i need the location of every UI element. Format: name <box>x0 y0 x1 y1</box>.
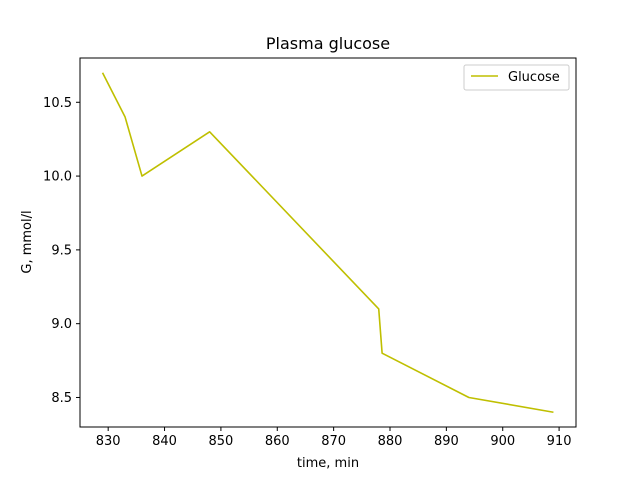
series-layer <box>101 72 554 414</box>
x-tick-label: 880 <box>378 434 403 449</box>
y-tick-label: 10.0 <box>43 170 72 185</box>
legend-label-glucose: Glucose <box>508 70 560 85</box>
x-axis-ticks: 830 840 850 860 870 880 890 900 910 <box>96 427 572 449</box>
x-tick-label: 830 <box>96 434 121 449</box>
plot-area <box>79 57 577 428</box>
y-tick-label: 9.0 <box>51 317 72 332</box>
x-tick-label: 850 <box>208 434 233 449</box>
x-axis-label: time, min <box>297 456 359 471</box>
axes-frame <box>79 57 577 428</box>
y-axis-ticks: 8.5 9.0 9.5 10.0 10.5 <box>43 96 80 406</box>
y-tick-label: 8.5 <box>51 391 72 406</box>
y-axis-label: G, mmol/l <box>20 210 35 273</box>
y-tick-label: 9.5 <box>51 243 72 258</box>
legend-box <box>463 64 570 91</box>
x-tick-label: 900 <box>490 434 515 449</box>
series-line-glucose <box>101 72 554 414</box>
chart-title: Plasma glucose <box>266 34 390 53</box>
x-tick-label: 840 <box>152 434 177 449</box>
x-tick-label: 860 <box>265 434 290 449</box>
y-tick-label: 10.5 <box>43 96 72 111</box>
legend: Glucose <box>463 64 570 91</box>
x-tick-label: 910 <box>547 434 572 449</box>
x-tick-label: 890 <box>434 434 459 449</box>
x-tick-label: 870 <box>321 434 346 449</box>
